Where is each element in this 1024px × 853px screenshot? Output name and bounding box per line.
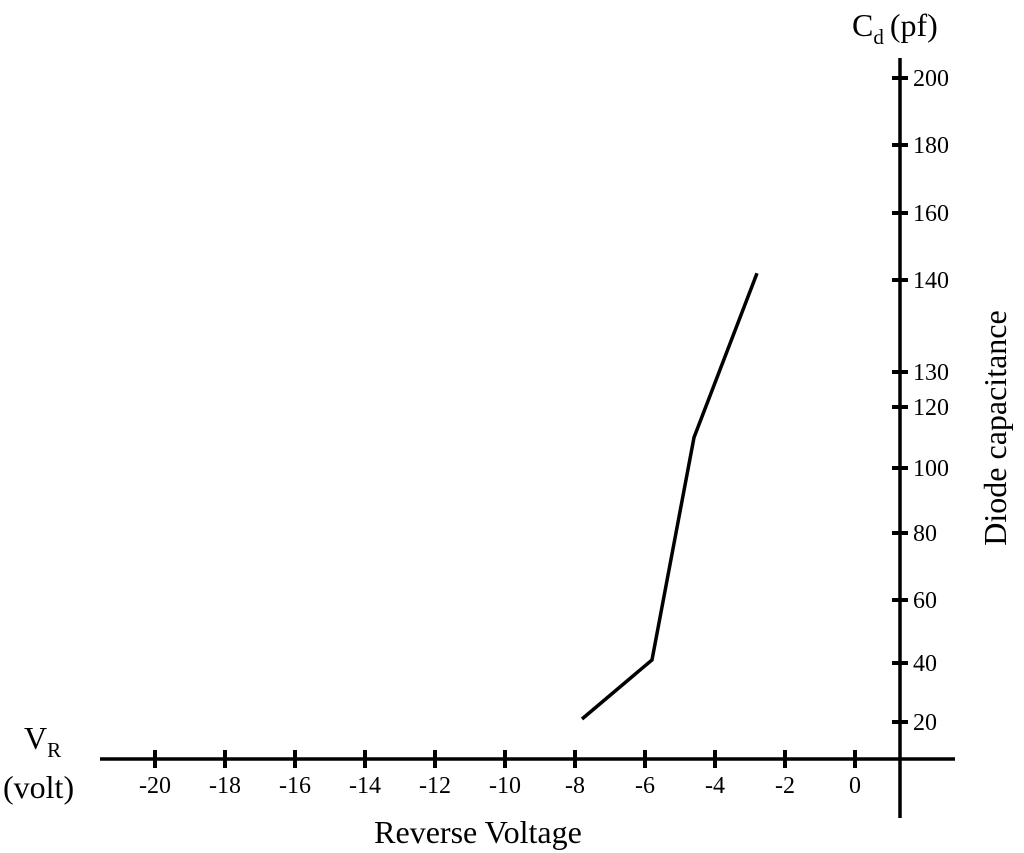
x-tick-label: -12	[419, 773, 451, 799]
x-tick-label: -2	[775, 773, 795, 799]
y-tick-label: 200	[913, 66, 949, 92]
x-tick-label: -14	[349, 773, 381, 799]
y-axis-label: Diode capacitance	[977, 310, 1013, 545]
y-tick-label: 160	[913, 201, 949, 227]
y-tick-label: 100	[913, 456, 949, 482]
y-tick-label: 180	[913, 133, 949, 159]
series	[580, 272, 759, 721]
y-symbol-unit: Cd (pf)	[852, 7, 938, 49]
x-tick-label: 0	[849, 773, 861, 799]
x-tick-label: -20	[139, 773, 171, 799]
y-tick-label: 60	[913, 588, 937, 614]
x-axis-label: Reverse Voltage	[374, 814, 582, 850]
axes	[100, 58, 955, 818]
x-tick-label: -16	[279, 773, 311, 799]
y-tick-label: 80	[913, 521, 937, 547]
y-tick-label: 140	[913, 268, 949, 294]
x-tick-label: -18	[209, 773, 241, 799]
capacitance-curve	[580, 272, 759, 721]
x-tick-label: -4	[705, 773, 725, 799]
x-tick-label: -10	[489, 773, 521, 799]
x-tick-label: -8	[565, 773, 585, 799]
x-ticks: -20 -18 -16 -14 -12 -10 -8 -6 -4 -2 0	[139, 750, 861, 799]
y-tick-label: 130	[913, 360, 949, 386]
x-symbol: VR	[24, 720, 61, 762]
y-tick-label: 40	[913, 651, 937, 677]
y-ticks: 20 40 60 80 100 120 130 140 160 180 200	[892, 66, 949, 736]
x-unit: (volt)	[3, 769, 74, 805]
y-tick-label: 20	[913, 710, 937, 736]
x-tick-label: -6	[635, 773, 655, 799]
y-tick-label: 120	[913, 395, 949, 421]
